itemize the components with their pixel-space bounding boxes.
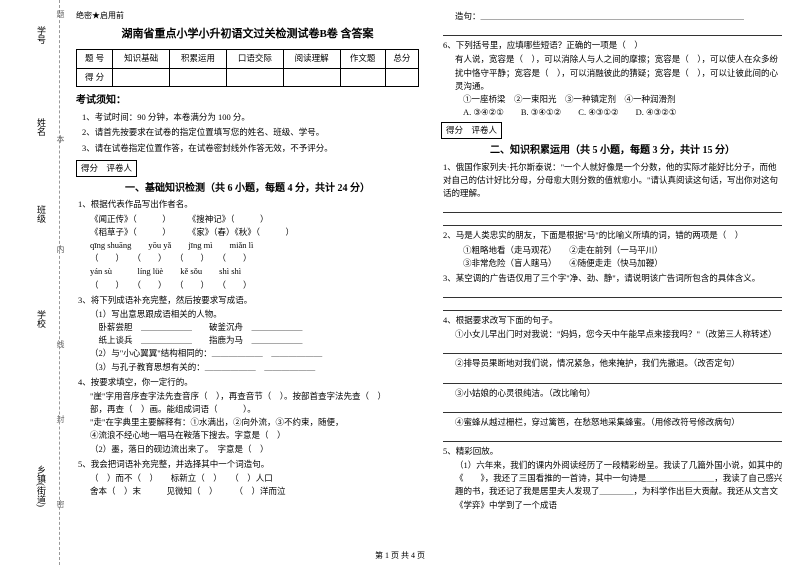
q3-l4: （3）与孔子教育思想有关的：＿＿＿＿＿＿ ＿＿＿＿＿＿ [90,361,419,374]
page-footer: 第 1 页 共 4 页 [0,550,800,561]
seal-mark-1: 题 [55,10,66,18]
q2-p2: （ ） （ ） （ ） （ ） [90,252,419,265]
binding-label-xuehao: 学号 [35,26,48,44]
blank-1 [443,26,782,36]
q4-l2: "走"在字典里主要解释有：①水满出，②向外流，③不约束，随便， [90,416,419,429]
blank-7 [443,374,782,384]
seal-mark-2: 本 [55,135,66,143]
seal-mark-6: 密 [55,500,66,508]
r-q5-body: （1）六年来，我们的课内外阅读经历了一段精彩纷呈。我读了几篇外国小说，如其中的《… [455,459,784,512]
r-q2-o1: ①粗略地看（走马观花） ②走在前列（一马平川） [463,244,784,257]
th-2: 积累运用 [170,50,227,68]
q2-p1: qīng shuāng yōu yǎ jīng mì miǎn lì [90,239,419,252]
seal-mark-3: 内 [55,245,66,253]
right-column: 造句：＿＿＿＿＿＿＿＿＿＿＿＿＿＿＿＿＿＿＿＿＿＿＿＿＿＿＿＿＿＿＿ 6、下列括… [435,8,790,548]
r-q4-i3: ③小姑娘的心灵很纯洁。（改比喻句） [455,387,784,400]
q4-l1: 部，再查（ ）画。能组成词语（ ）。 [90,403,419,416]
notice-title: 考试须知： [76,93,419,109]
binding-label-class: 班级 [35,205,48,223]
q4-l4: （2）墨，落日的砚边流出来了。 字意是（ ） [90,443,419,456]
q1-line2: 《稻草子》（ ） 《家》（春）《秋》（ ） [90,226,419,239]
q6-stem: 6、下列括号里，应填哪些短语？正确的一项是（ ） [443,39,784,52]
blank-9 [443,432,782,442]
r-q4-i1: ①小女儿早出门时对我说："妈妈，您今天中午能早点来接我吗？"（改第三人称转述） [455,328,784,341]
blank-5 [443,301,782,311]
q1-line1: 《闻正传》（ ） 《搜神记》（ ） [90,213,419,226]
score-table: 题 号 知识基础 积累运用 口语交际 阅读理解 作文题 总分 得 分 [76,49,419,86]
th-6: 总分 [385,50,418,68]
binding-label-school: 学校 [35,310,48,328]
r-q4-i2: ②排导员果断地对我们说，情况紧急，他来掩护，我们先撤退。（改否定句） [455,357,784,370]
q3-stem: 3、将下列成语补充完整，然后按要求写成语。 [78,294,419,307]
th-0: 题 号 [77,50,113,68]
q5-cont: 造句：＿＿＿＿＿＿＿＿＿＿＿＿＿＿＿＿＿＿＿＿＿＿＿＿＿＿＿＿＿＿＿ [455,10,784,23]
th-3: 口语交际 [226,50,283,68]
notice-1: 1、考试时间：90 分钟，本卷满分为 100 分。 [82,111,419,124]
q3-l1: 卧薪尝胆 ＿＿＿＿＿＿ 破釜沉舟 ＿＿＿＿＿＿ [90,321,419,334]
q4-stem: 4、按要求填空，你一定行的。 [78,376,419,389]
q5-line: （ ）而不（ ） 标新立（ ） （ ）人口 [90,472,419,485]
th-1: 知识基础 [113,50,170,68]
section-1-title: 一、基础知识检测（共 6 小题，每题 4 分，共计 24 分） [76,181,419,197]
q3-l3: （2）与"小心翼翼"结构相同的：＿＿＿＿＿＿ ＿＿＿＿＿＿ [90,347,419,360]
seal-mark-4: 线 [55,340,66,348]
blank-4 [443,288,782,298]
score-box-1: 得分 评卷人 [76,160,137,177]
th-4: 阅读理解 [283,50,340,68]
r-q5-stem: 5、精彩回放。 [443,445,784,458]
r-q4-i4: ④蜜蜂从越过栅栏，穿过篱笆，在愁怒地采集蜂蜜。（用修改符号修改病句） [455,416,784,429]
q4-l3: ④流浪不经心地一唱马在鞍落下搜去。字意是（ ） [90,429,419,442]
q1-stem: 1、根据代表作品写出作者名。 [78,198,419,211]
seal-mark-5: 封 [55,415,66,423]
blank-8 [443,403,782,413]
score-header-row: 题 号 知识基础 积累运用 口语交际 阅读理解 作文题 总分 [77,50,419,68]
blank-6 [443,344,782,354]
exam-title: 湖南省重点小学小升初语文过关检测试卷B卷 含答案 [76,26,419,43]
q2-p3: yán sù líng lüè kě sǒu shì shì [90,265,419,278]
notice-2: 2、请首先按要求在试卷的指定位置填写您的姓名、班级、学号。 [82,126,419,139]
q6-body: 有人说，宽容是（ ），可以消除人与人之间的摩擦；宽容是（ ），可以使人在众多纷扰… [455,53,784,93]
score-value-row: 得 分 [77,68,419,86]
binding-label-name: 姓名 [35,118,48,136]
td-0: 得 分 [77,68,113,86]
blank-3 [443,216,782,226]
binding-margin: 学号 姓名 班级 学校 乡镇(街道) 题 本 内 线 封 密 [0,0,60,565]
q6-opts: ①一座桥梁 ②一束阳光 ③一种镇定剂 ④一种润滑剂 [463,93,784,106]
th-5: 作文题 [340,50,385,68]
q2-p4: （ ） （ ） （ ） （ ） [90,279,419,292]
binding-label-town: 乡镇(街道) [35,465,48,507]
q3-l2: 纸上谈兵 ＿＿＿＿＿＿ 指鹿为马 ＿＿＿＿＿＿ [90,334,419,347]
section-2-title: 二、知识积累运用（共 5 小题，每题 3 分，共计 15 分） [441,143,784,159]
r-q4-stem: 4、根据要求改写下面的句子。 [443,314,784,327]
q6-choices: A. ③④②① B. ③④①② C. ④③①② D. ④③②① [463,106,784,119]
q5-line2: 舍本（ ）末 见微知（ ） （ ）洋而泣 [90,485,419,498]
q3-l0: （1）写出意思跟成语相关的人物。 [90,308,419,321]
q4-l0: "崖"字用音序查字法先查音序（ ），再查音节（ ）。按部首查字法先查（ ） [90,390,419,403]
notice-3: 3、请在试卷指定位置作答，在试卷密封线外作答无效，不予评分。 [82,142,419,155]
left-column: 绝密★启用前 湖南省重点小学小升初语文过关检测试卷B卷 含答案 题 号 知识基础… [70,8,425,548]
blank-2 [443,203,782,213]
r-q2-o2: ③非常危险（盲人瞎马） ④随便走走（快马加鞭） [463,257,784,270]
r-q1: 1、俄国作家列夫·托尔斯泰说："一个人就好像是一个分数，他的实际才能好比分子，而… [443,161,784,201]
q5-stem: 5、我会把词语补充完整，并选择其中一个词造句。 [78,458,419,471]
score-box-2: 得分 评卷人 [441,122,502,139]
r-q2-stem: 2、马是人类忠实的朋友，下面是根据"马"的比喻义所填的词，错的两项是（ ） [443,229,784,242]
r-q3: 3、某空调的广告语仅用了三个字"净、劲、静"，请说明该广告词所包含的具体含义。 [443,272,784,285]
secret-mark: 绝密★启用前 [76,10,419,22]
